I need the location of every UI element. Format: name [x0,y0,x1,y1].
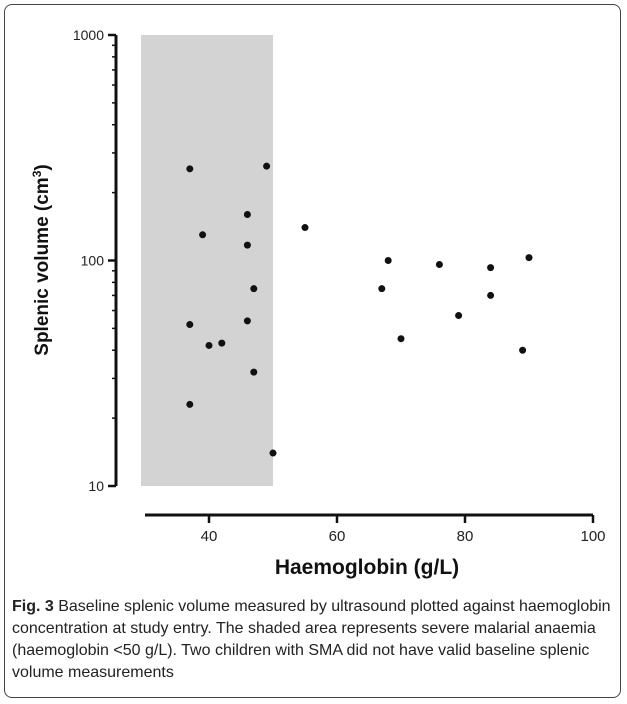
data-point-4 [199,231,207,239]
y-axis-label-superscript: 3 [30,170,44,177]
data-point-13 [269,449,277,457]
data-point-8 [243,241,251,249]
figure-label: Fig. 3 [12,598,54,615]
data-point-19 [455,312,463,320]
data-point-12 [263,162,271,170]
data-points [186,162,533,457]
data-point-16 [384,257,392,264]
data-point-23 [525,254,533,262]
data-point-6 [218,339,226,347]
data-point-18 [435,260,443,268]
y-tick-label-1000: 1000 [73,27,104,43]
shaded-region-sma [141,35,273,486]
data-point-7 [243,210,251,218]
data-point-17 [397,335,405,343]
data-point-22 [519,346,527,354]
y-axis-label-main: Splenic volume (cm [32,177,53,355]
figure-frame [4,4,621,698]
data-point-11 [250,368,258,376]
x-tick-label-80: 80 [457,528,474,545]
x-axis-ticks: 40 60 80 100 [201,515,606,545]
y-tick-label-100: 100 [81,253,105,269]
data-point-1 [186,165,194,173]
y-axis-label-close: ) [32,164,53,170]
y-axis-ticks: 10 100 1000 [73,27,116,494]
x-tick-label-40: 40 [201,528,218,545]
data-point-10 [250,285,258,293]
x-tick-label-60: 60 [329,528,346,545]
figure-caption-text: Baseline splenic volume measured by ultr… [12,598,611,681]
data-point-9 [243,317,251,325]
x-tick-label-100: 100 [580,528,605,545]
data-point-14 [301,224,309,232]
data-point-21 [487,291,495,299]
x-axis-label: Haemoglobin (g/L) [275,556,459,579]
figure-caption: Fig. 3 Baseline splenic volume measured … [12,596,612,684]
y-tick-label-10: 10 [88,478,104,494]
data-point-20 [487,264,495,272]
data-point-2 [186,321,194,329]
y-axis-label: Splenic volume (cm3) [30,164,53,355]
data-point-15 [378,285,386,293]
scatter-plot: 10 100 1000 40 60 80 100 Haemoglobin (g/L) Sp… [30,27,606,579]
data-point-5 [205,341,213,349]
data-point-3 [186,400,194,408]
